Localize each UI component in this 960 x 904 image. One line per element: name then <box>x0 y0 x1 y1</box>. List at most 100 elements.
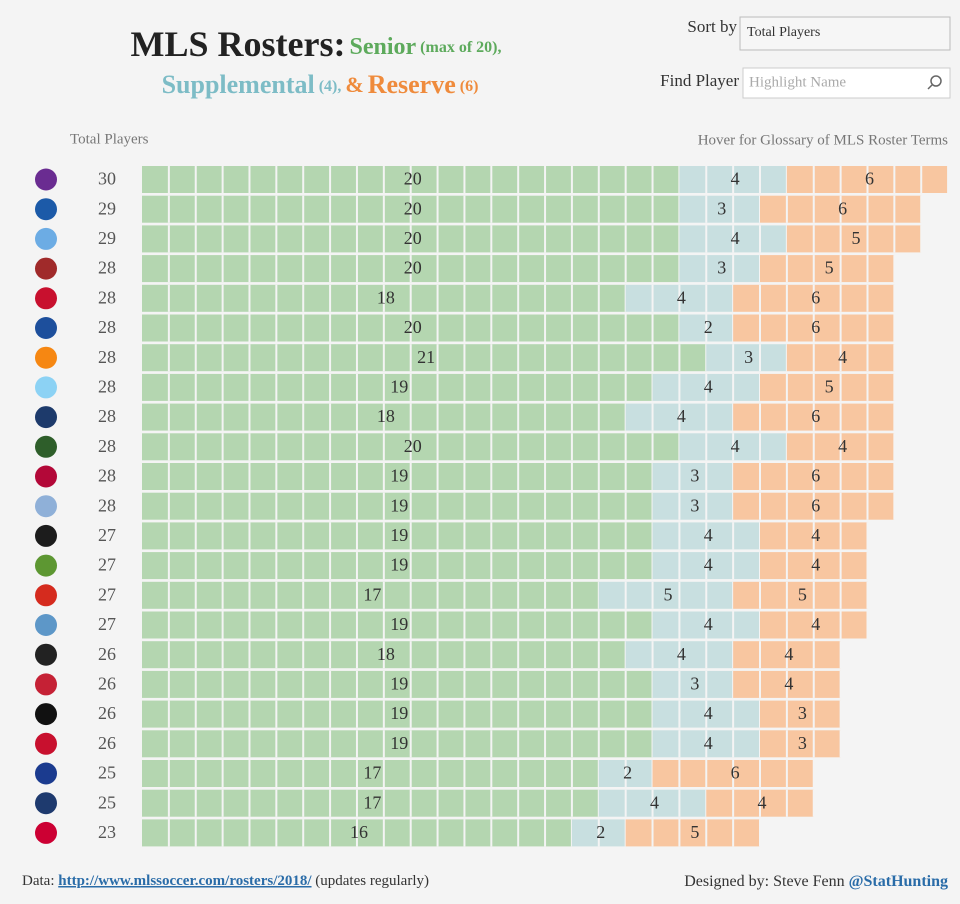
value-label: 20 <box>404 317 422 337</box>
value-label: 4 <box>704 555 713 575</box>
value-label: 20 <box>404 228 422 248</box>
value-label: 5 <box>663 584 672 604</box>
value-label: 16 <box>350 822 368 842</box>
total-label: 30 <box>98 169 116 189</box>
team-logo <box>35 495 57 518</box>
team-logo <box>35 317 57 339</box>
value-label: 4 <box>838 347 847 367</box>
find-label: Find Player <box>660 71 739 90</box>
title-reserve-limit: (6) <box>460 78 479 95</box>
team-logo <box>35 821 57 844</box>
value-label: 5 <box>825 377 834 397</box>
total-label: 28 <box>98 258 116 278</box>
glossary-hint[interactable]: Hover for Glossary of MLS Roster Terms <box>698 132 948 148</box>
total-label: 27 <box>98 525 116 545</box>
search-icon[interactable] <box>930 75 942 87</box>
team-logo <box>35 554 57 577</box>
value-label: 4 <box>731 228 740 248</box>
team-logo <box>35 287 57 310</box>
value-label: 19 <box>390 703 408 723</box>
total-label: 27 <box>98 614 116 634</box>
segment <box>760 373 895 401</box>
segment <box>142 463 653 490</box>
find-placeholder[interactable]: Highlight Name <box>749 74 846 90</box>
value-label: 4 <box>811 614 820 634</box>
total-label: 25 <box>98 763 116 783</box>
value-label: 19 <box>390 377 408 397</box>
value-label: 18 <box>377 644 395 664</box>
value-label: 4 <box>758 792 767 812</box>
data-link[interactable]: http://www.mlssoccer.com/rosters/2018/ <box>58 873 312 889</box>
team-logo <box>35 227 57 250</box>
value-label: 6 <box>865 169 874 189</box>
team-logo <box>35 643 57 666</box>
segment <box>142 760 599 787</box>
team-logo <box>35 376 57 399</box>
segment <box>142 492 653 520</box>
handle[interactable]: @StatHunting <box>849 873 948 890</box>
value-label: 18 <box>377 406 395 426</box>
segment <box>142 581 599 609</box>
value-label: 6 <box>811 317 820 337</box>
segment <box>142 789 599 817</box>
value-label: 17 <box>363 584 381 604</box>
total-label: 26 <box>98 644 116 664</box>
value-label: 3 <box>690 495 699 515</box>
total-label: 29 <box>98 228 116 248</box>
find-input[interactable] <box>742 67 951 99</box>
team-logo <box>35 584 57 607</box>
team-logo <box>35 465 57 488</box>
value-label: 2 <box>623 763 632 783</box>
link-note: (updates regularly) <box>315 873 429 889</box>
value-label: 4 <box>704 703 713 723</box>
team-logo <box>35 257 57 280</box>
value-label: 4 <box>811 525 820 545</box>
chart-subtitle: Supplemental (4), & Reserve (6) <box>162 70 479 99</box>
value-label: 19 <box>390 555 408 575</box>
title-senior: Senior <box>349 34 416 60</box>
segment <box>760 700 841 728</box>
value-label: 4 <box>731 436 740 456</box>
value-label: 5 <box>825 258 834 278</box>
total-label: 23 <box>98 822 116 842</box>
value-label: 3 <box>690 466 699 486</box>
value-label: 5 <box>852 228 861 248</box>
value-label: 3 <box>690 674 699 694</box>
value-label: 3 <box>717 258 726 278</box>
value-label: 6 <box>811 495 820 515</box>
segment <box>679 255 761 283</box>
segment <box>733 581 868 609</box>
credit: Designed by: Steve Fenn <box>684 873 844 890</box>
total-label: 28 <box>98 436 116 456</box>
segment <box>598 581 734 609</box>
total-label: 28 <box>98 406 116 426</box>
value-label: 4 <box>784 674 793 694</box>
segment <box>142 552 653 580</box>
team-logo <box>35 346 57 369</box>
value-label: 20 <box>404 198 422 218</box>
value-label: 4 <box>650 792 659 812</box>
segment <box>679 195 761 223</box>
segment <box>786 225 922 253</box>
segment <box>652 492 734 520</box>
title-conjunction: & <box>345 72 363 97</box>
segment <box>142 611 653 639</box>
value-label: 6 <box>811 406 820 426</box>
value-label: 4 <box>704 614 713 634</box>
sort-value[interactable]: Total Players <box>747 25 820 40</box>
segment <box>142 730 653 758</box>
segment <box>652 670 734 698</box>
footer-data: Data: http://www.mlssoccer.com/rosters/2… <box>22 873 429 889</box>
segment <box>142 373 653 401</box>
value-label: 4 <box>811 555 820 575</box>
value-label: 4 <box>704 525 713 545</box>
value-label: 19 <box>390 525 408 545</box>
title-supplemental-limit: (4), <box>319 78 342 95</box>
title-main: MLS Rosters: <box>131 24 346 64</box>
value-label: 2 <box>596 822 605 842</box>
value-label: 4 <box>704 733 713 753</box>
value-label: 4 <box>731 169 740 189</box>
sort-dropdown[interactable] <box>739 16 951 51</box>
team-logo <box>35 762 57 785</box>
